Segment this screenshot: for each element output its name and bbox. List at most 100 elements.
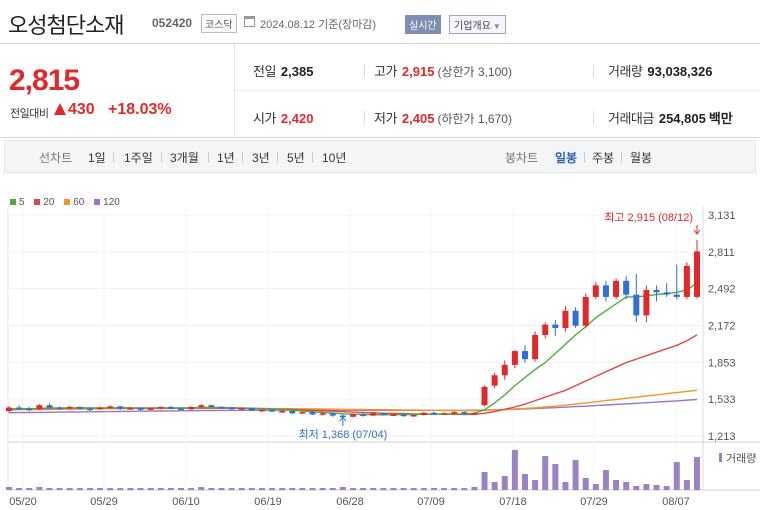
volume-bar [309, 488, 316, 490]
volume-bar [694, 457, 700, 490]
volume-bar [258, 488, 265, 490]
calendar-icon [244, 16, 255, 27]
volume-bar [269, 488, 276, 490]
candle-body [602, 285, 609, 297]
candle-body [552, 324, 559, 329]
candle-body [501, 364, 508, 376]
volume-bar [623, 482, 630, 490]
candle-body [66, 406, 73, 409]
volume-bar [552, 464, 559, 490]
volume-bar [582, 478, 589, 490]
legend-ma120: 120 [94, 197, 120, 208]
candle-body [46, 405, 53, 408]
candle-body [653, 290, 660, 293]
volume-bar [127, 488, 134, 490]
candle-body [279, 410, 286, 413]
candle-body [56, 407, 63, 410]
volume-bar [592, 484, 599, 490]
prev-close: 전일 2,385 [253, 64, 314, 79]
volume-label: 거래량 [726, 452, 756, 465]
volume-bar [289, 488, 296, 490]
period-1d[interactable]: 1일 [88, 151, 106, 165]
x-tick-label: 07/18 [499, 496, 527, 508]
trade-amount: 거래대금 254,805 백만 [608, 111, 733, 126]
candle-body [420, 412, 427, 416]
y-tick-label: 1,213 [708, 431, 736, 443]
legend-ma5: 5 [10, 197, 25, 208]
volume-bar [66, 488, 73, 490]
candle-body [289, 410, 296, 414]
candle-chart-label[interactable]: 봉차트 [505, 151, 539, 165]
volume-bar [572, 460, 579, 490]
candle-body [157, 406, 164, 409]
volume-bar [248, 488, 255, 490]
change-value: 430 [68, 101, 95, 118]
period-3m[interactable]: 3개월 [170, 151, 199, 165]
y-tick-label: 3,131 [708, 210, 736, 222]
candle-body [643, 290, 650, 316]
period-3y[interactable]: 3년 [252, 151, 270, 165]
volume-bar [319, 488, 326, 490]
period-1w[interactable]: 1주일 [124, 151, 153, 165]
volume-bar [350, 488, 356, 490]
candle-body [117, 406, 124, 409]
candle-body [694, 251, 700, 297]
x-tick-label: 06/19 [254, 496, 282, 508]
high-price: 고가 2,915 (상한가 3,100) [374, 64, 512, 79]
period-1y[interactable]: 1년 [217, 151, 235, 165]
volume-bar [208, 488, 215, 490]
line-chart-label[interactable]: 선차트 [39, 151, 73, 165]
volume-bar [683, 480, 690, 490]
x-tick-label: 08/07 [662, 496, 690, 508]
candle-body [380, 413, 387, 416]
candle-body [299, 412, 306, 414]
legend-ma20: 20 [34, 197, 54, 208]
candle-body [248, 408, 255, 411]
candle-body [390, 414, 397, 416]
volume-bar [420, 488, 427, 490]
candle-body [167, 406, 174, 409]
candle-body [350, 414, 356, 417]
volume-bar [218, 488, 225, 490]
volume-bar [400, 488, 407, 490]
volume-bar [481, 472, 488, 490]
legend-ma60: 60 [64, 197, 84, 208]
candle-body [16, 407, 23, 410]
low-price: 저가 2,405 (하한가 1,670) [374, 111, 512, 126]
realtime-button[interactable]: 실시간 [405, 15, 441, 34]
period-daily[interactable]: 일봉 [555, 151, 578, 165]
candle-body [269, 409, 276, 412]
line-ma120 [8, 398, 698, 414]
period-weekly[interactable]: 주봉 [592, 151, 615, 165]
period-10y[interactable]: 10년 [322, 151, 347, 165]
period-monthly[interactable]: 월봉 [630, 151, 653, 165]
candle-body [86, 408, 93, 411]
chart-grid [7, 207, 760, 491]
candle-body [532, 334, 539, 360]
price-panel: 2,815 전일대비 430 +18.03% 전일 2,385 고가 2,915 (상… [0, 44, 760, 138]
candle-body [441, 413, 448, 415]
company-info-button[interactable]: 기업개요 ▼ [449, 15, 506, 34]
volume-bar [167, 488, 174, 490]
period-5y[interactable]: 5년 [287, 151, 305, 165]
volume-bar [329, 488, 336, 490]
up-triangle-icon [54, 103, 66, 115]
candle-body [107, 406, 114, 408]
candle-body [451, 412, 458, 414]
volume-bar [339, 487, 346, 490]
divider [235, 90, 760, 91]
volume-bar [653, 485, 660, 490]
volume-bar [26, 488, 33, 490]
volume-bar [6, 487, 12, 490]
volume-bar [542, 456, 549, 490]
candle-body [471, 413, 478, 415]
high-arrow-head-icon [693, 229, 701, 235]
candle-body [683, 265, 690, 297]
candle-body [228, 407, 235, 410]
volume-bar [238, 488, 245, 490]
volume-bar [380, 488, 387, 490]
volume-bar [107, 488, 114, 490]
high-annotation: 최고 2,915 (08/12) [604, 211, 693, 224]
x-tick-label: 05/29 [90, 496, 118, 508]
